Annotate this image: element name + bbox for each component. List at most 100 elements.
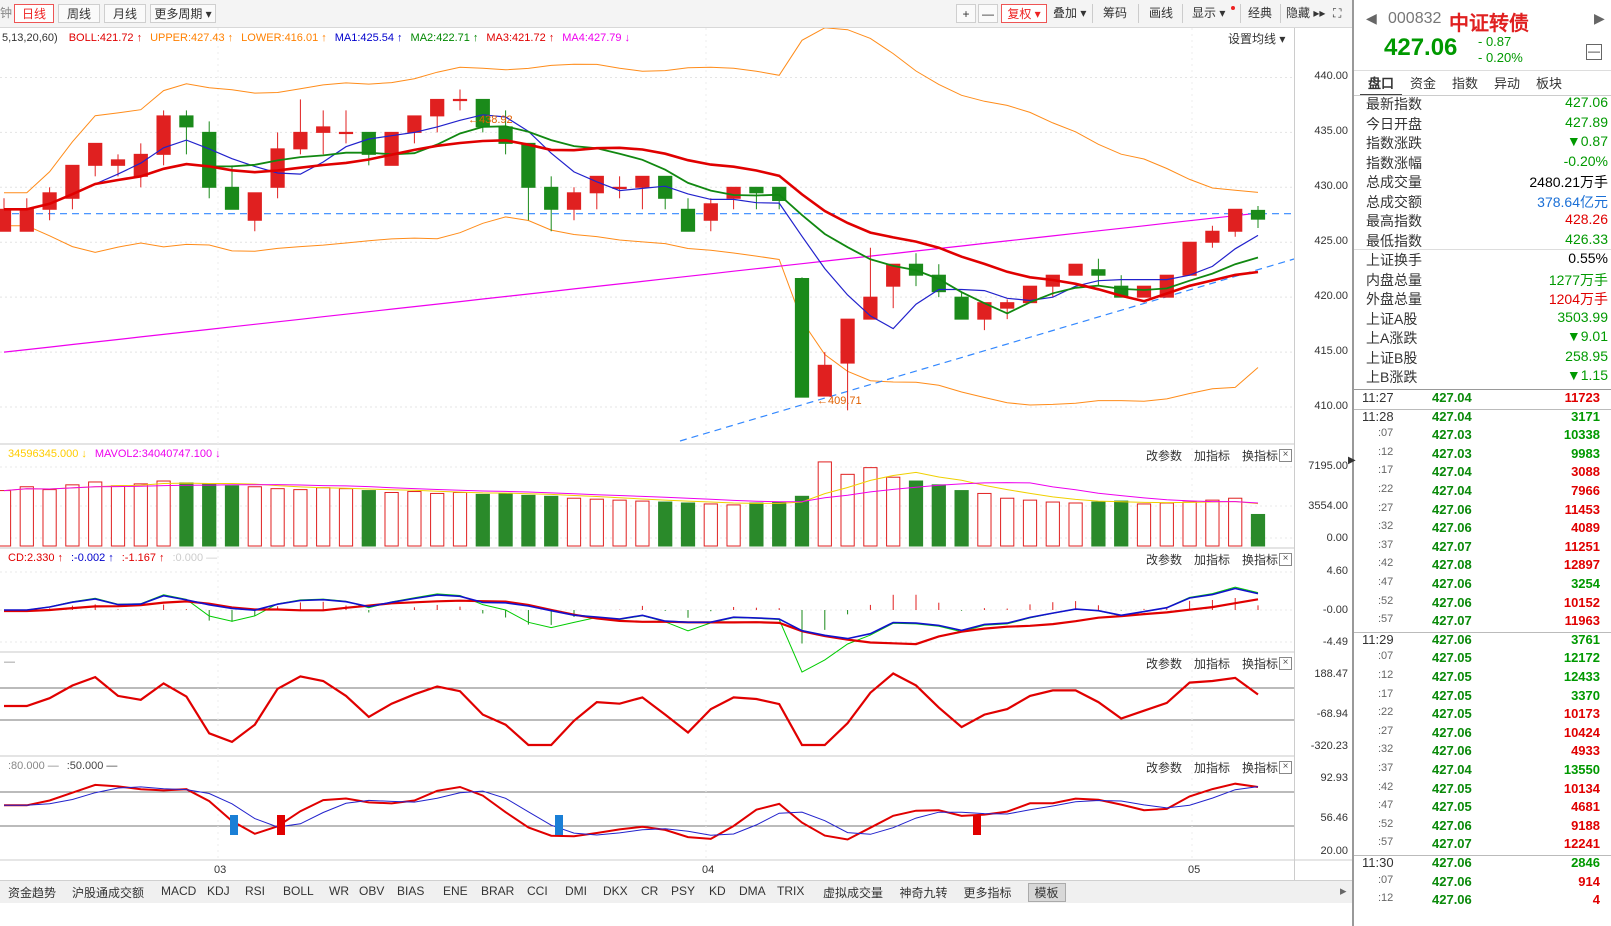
volume-bar (270, 488, 285, 547)
tick-row: 11:27 427.04 11723 (1362, 390, 1608, 408)
set-ma-link[interactable]: 设置均线 ▾ (1228, 32, 1286, 46)
indicator-tab-bar: 资金趋势 沪股通成交额 MACD KDJ RSI BOLL WR OBV BIAS ENE BRAR… (0, 880, 1352, 903)
ma2-line (4, 125, 1259, 315)
edit-params-button[interactable]: 改参数 (1146, 761, 1183, 775)
indicator-label: :80.000 (8, 760, 45, 772)
bottom-tab[interactable]: BRAR (481, 884, 515, 898)
prev-arrow-icon[interactable]: ◀ (1366, 10, 1377, 26)
tick-row: 11:29 427.06 3761 (1362, 632, 1608, 650)
candle-body (521, 142, 536, 188)
close-pane-icon[interactable]: × (1279, 449, 1292, 462)
tab-scroll-arrow-icon[interactable]: ▸ (1340, 883, 1347, 898)
panel-toggle-icon[interactable]: ▶ (1348, 455, 1356, 466)
bottom-tab[interactable]: 沪股通成交额 (72, 886, 145, 900)
zoom-out-button[interactable]: — (978, 4, 998, 23)
quote-tab[interactable]: 资金 (1409, 76, 1436, 91)
switch-indicator-button[interactable]: 换指标 (1242, 761, 1279, 775)
trend-arrow-icon: ↑ (158, 552, 165, 564)
switch-indicator-button[interactable]: 换指标 (1242, 449, 1279, 463)
close-pane-icon[interactable]: × (1279, 553, 1292, 566)
overlay-dropdown[interactable]: 叠加 ▾ (1053, 6, 1087, 20)
zoom-in-button[interactable]: + (956, 4, 976, 23)
price-axis-tick: 420.00 (1314, 290, 1348, 303)
volume-bar (635, 500, 650, 547)
bottom-tab[interactable]: MACD (161, 884, 197, 898)
close-pane-icon[interactable]: × (1279, 761, 1292, 774)
bottom-tab[interactable]: DMI (565, 884, 587, 898)
period-tab-monthly[interactable]: 月线 (104, 4, 146, 23)
display-dropdown[interactable]: 显示 ▾ (1192, 6, 1226, 20)
period-tab-daily[interactable]: 日线 (14, 4, 54, 23)
tick-price: 427.07 (1432, 538, 1472, 554)
draw-line-button[interactable]: 画线 (1149, 6, 1174, 20)
volume-bar (1022, 499, 1038, 547)
candle-body (1250, 209, 1266, 220)
bottom-tab[interactable]: 模板 (1027, 883, 1066, 902)
bottom-tab[interactable]: KD (709, 884, 726, 898)
kline-chart[interactable] (0, 28, 1352, 880)
bottom-tab[interactable]: BOLL (283, 884, 314, 898)
close-pane-icon[interactable]: × (1279, 657, 1292, 670)
volume-bar (544, 495, 559, 547)
add-indicator-button[interactable]: 加指标 (1194, 553, 1231, 567)
collapse-icon[interactable]: — (1586, 44, 1602, 60)
bottom-tab[interactable]: 神奇九转 (899, 886, 948, 900)
candlestick (977, 302, 992, 331)
stat-value: 427.89 (1565, 113, 1608, 130)
bottom-tab[interactable]: WR (329, 884, 349, 898)
bottom-tab[interactable]: CCI (527, 884, 548, 898)
more-periods-dropdown[interactable]: 更多周期 ▾ (150, 4, 216, 23)
tick-price: 427.06 (1432, 631, 1472, 647)
switch-indicator-button[interactable]: 换指标 (1242, 657, 1279, 671)
edit-params-button[interactable]: 改参数 (1146, 553, 1183, 567)
chips-button[interactable]: 筹码 (1103, 6, 1128, 20)
volume-bar (794, 495, 810, 547)
tick-row: :32 427.06 4089 (1362, 520, 1608, 538)
fullscreen-icon[interactable]: ⛶ (1333, 6, 1342, 20)
bottom-tab[interactable]: DKX (603, 884, 628, 898)
volume-bar (1136, 503, 1152, 547)
bottom-tab[interactable]: TRIX (777, 884, 805, 898)
bottom-tab[interactable]: KDJ (207, 884, 230, 898)
hide-panel-button[interactable]: 隐藏 ▸▸ (1286, 6, 1326, 20)
quote-tab[interactable]: 指数 (1451, 76, 1478, 91)
mavol1-line (3, 471, 1259, 505)
quote-tab[interactable]: 盘口 (1360, 74, 1402, 96)
candle-body (1114, 285, 1129, 298)
bottom-tab[interactable]: BIAS (397, 884, 425, 898)
bottom-tab[interactable]: 更多指标 (963, 886, 1012, 900)
bottom-tab[interactable]: CR (641, 884, 659, 898)
bottom-tab[interactable]: ENE (443, 884, 468, 898)
next-arrow-icon[interactable]: ▶ (1594, 10, 1605, 26)
bottom-tab[interactable]: 虚拟成交量 (823, 886, 884, 900)
indicator-label: MA2:422.71 (410, 32, 470, 44)
bottom-tab[interactable]: 资金趋势 (8, 886, 57, 900)
bottom-tab[interactable]: DMA (739, 884, 766, 898)
volume-bar (1114, 500, 1129, 547)
edit-params-button[interactable]: 改参数 (1146, 449, 1183, 463)
classic-button[interactable]: 经典 (1248, 6, 1273, 20)
period-tab-weekly[interactable]: 周线 (58, 4, 100, 23)
indicator-label: MAVOL2:34040747.100 (94, 448, 213, 460)
add-indicator-button[interactable]: 加指标 (1194, 761, 1231, 775)
tick-price: 427.06 (1432, 520, 1472, 536)
bottom-tab[interactable]: PSY (671, 884, 696, 898)
candle-body (202, 131, 217, 188)
candle-body (1000, 302, 1015, 309)
edit-params-button[interactable]: 改参数 (1146, 657, 1183, 671)
candlestick (1250, 205, 1266, 228)
bottom-tab[interactable]: OBV (359, 884, 385, 898)
candle-body (680, 208, 696, 232)
quote-tab[interactable]: 板块 (1535, 76, 1562, 91)
tick-price: 427.05 (1432, 650, 1472, 666)
switch-indicator-button[interactable]: 换指标 (1242, 553, 1279, 567)
add-indicator-button[interactable]: 加指标 (1194, 449, 1231, 463)
adjust-dropdown[interactable]: 复权 ▾ (1001, 4, 1047, 23)
tick-price: 427.04 (1432, 762, 1472, 777)
add-indicator-button[interactable]: 加指标 (1194, 657, 1231, 671)
stat-label: 上证B股 (1366, 349, 1418, 366)
quote-tab[interactable]: 异动 (1493, 76, 1520, 91)
stat-value: 428.26 (1565, 211, 1608, 227)
bottom-tab[interactable]: RSI (245, 884, 266, 898)
trend-arrow-icon: ↑ (108, 552, 114, 564)
